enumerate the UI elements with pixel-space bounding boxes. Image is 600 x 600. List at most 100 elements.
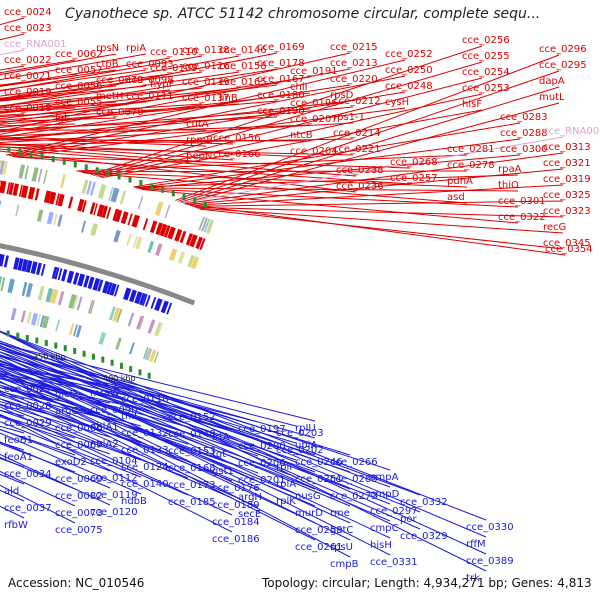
feature-block	[57, 268, 63, 281]
top-leader-line	[0, 69, 117, 87]
feature-block	[48, 191, 57, 205]
top-gene-label: cce_0254	[462, 67, 510, 78]
top-leader-line	[96, 77, 483, 177]
feature-block	[0, 200, 2, 208]
marker-tick	[54, 342, 58, 349]
feature-block	[123, 287, 132, 301]
top-gene-label: cce_0345	[543, 238, 591, 249]
bottom-leader-line	[0, 441, 111, 489]
bottom-gene-label: cce_0186	[212, 534, 260, 545]
bottom-leader-line	[0, 354, 391, 539]
top-leader-line	[0, 69, 147, 91]
bottom-gene-label: cce_0112	[90, 473, 138, 484]
feature-block	[75, 325, 82, 338]
bottom-gene-label: cce_0206	[238, 458, 286, 469]
bottom-leader-line	[0, 351, 391, 522]
bottom-gene-label: cce_0202	[276, 445, 324, 456]
feature-block	[127, 312, 135, 327]
feature-block	[190, 256, 200, 270]
bottom-gene-label: cce_0090	[90, 405, 138, 416]
bottom-gene-label: cce_0200	[238, 441, 286, 452]
top-leader-line	[0, 101, 147, 113]
bottom-gene-label: rpIU	[295, 423, 316, 434]
top-gene-label: cce_0212	[333, 96, 381, 107]
top-leader-line	[189, 184, 564, 206]
bottom-gene-label: thiL	[121, 411, 140, 422]
bottom-gene-label: cmpD	[370, 489, 400, 500]
bottom-leader-line	[0, 484, 76, 524]
marker-tick	[150, 183, 154, 190]
bottom-leader-line	[0, 342, 421, 513]
bottom-gene-label: exoD2	[55, 457, 87, 468]
top-gene-label: cce_0126	[182, 61, 230, 72]
feature-block	[203, 218, 211, 233]
feature-block	[89, 181, 96, 196]
feature-block	[167, 226, 176, 240]
feature-block	[147, 240, 155, 254]
top-gene-label: cce_0321	[543, 158, 591, 169]
top-gene-label: pepN	[186, 151, 212, 162]
feature-block	[17, 258, 24, 271]
bottom-gene-label: argC	[55, 406, 78, 417]
bottom-leader-line	[0, 357, 391, 556]
top-gene-label: cce_0137	[182, 93, 230, 104]
bottom-leader-line	[0, 373, 233, 448]
bottom-gene-label: feoA1	[4, 452, 33, 463]
top-leader-line	[136, 138, 521, 189]
top-gene-label: cce_0250	[385, 65, 433, 76]
top-gene-label: cce_0146	[219, 45, 267, 56]
feature-block	[57, 193, 65, 207]
feature-block	[37, 168, 43, 183]
top-leader-line	[177, 70, 560, 202]
marker-tick	[82, 350, 86, 357]
top-gene-label: cce_0281	[447, 144, 495, 155]
feature-block	[131, 214, 140, 228]
top-gene-label: cce_0139	[182, 77, 230, 88]
feature-block	[45, 287, 54, 303]
top-leader-line	[0, 146, 354, 156]
marker-tick	[91, 353, 95, 360]
feature-block	[55, 319, 61, 332]
feature-block	[53, 213, 58, 226]
feature-block	[166, 302, 173, 315]
feature-block	[187, 254, 195, 268]
feature-block	[144, 347, 153, 361]
top-gene-label: cce_0166	[213, 149, 261, 160]
bottom-gene-label: cmpB	[330, 559, 359, 570]
top-leader-line	[101, 109, 483, 179]
feature-block	[60, 173, 66, 189]
bottom-leader-line	[0, 416, 111, 455]
bottom-gene-label: cce_0246	[295, 457, 343, 468]
feature-block	[147, 319, 156, 334]
feature-block	[40, 263, 46, 276]
feature-block	[150, 296, 157, 309]
top-leader-line	[93, 61, 483, 176]
bottom-leader-line	[0, 370, 316, 507]
top-gene-label: cce_0256	[462, 35, 510, 46]
top-leader-line	[180, 86, 560, 203]
bottom-gene-label: cce_0329	[400, 531, 448, 542]
top-gene-label: cce_0138	[182, 45, 230, 56]
feature-block	[159, 223, 168, 237]
marker-tick	[40, 153, 44, 160]
bottom-gene-label: cce_0389	[466, 556, 514, 567]
bottom-gene-label: cce_0119	[90, 490, 138, 501]
top-gene-label: cce_0158	[219, 61, 267, 72]
top-gene-label: cce_0322	[498, 212, 546, 223]
feature-block	[61, 269, 68, 282]
feature-block	[0, 277, 6, 292]
feature-block	[18, 184, 23, 197]
bottom-gene-label: cce_0197	[238, 424, 286, 435]
top-leader-line	[98, 93, 483, 178]
feature-block	[30, 312, 39, 326]
top-gene-label: hypF	[150, 79, 175, 90]
inner-feature-track	[0, 276, 163, 337]
marker-tick	[203, 201, 207, 208]
top-leader-line	[12, 155, 411, 169]
bottom-leader-line	[0, 413, 189, 496]
top-gene-label: rpaA	[498, 164, 522, 175]
top-leader-line	[0, 137, 207, 147]
marker-tick	[63, 345, 67, 352]
top-gene-label: cce_0190	[257, 106, 305, 117]
